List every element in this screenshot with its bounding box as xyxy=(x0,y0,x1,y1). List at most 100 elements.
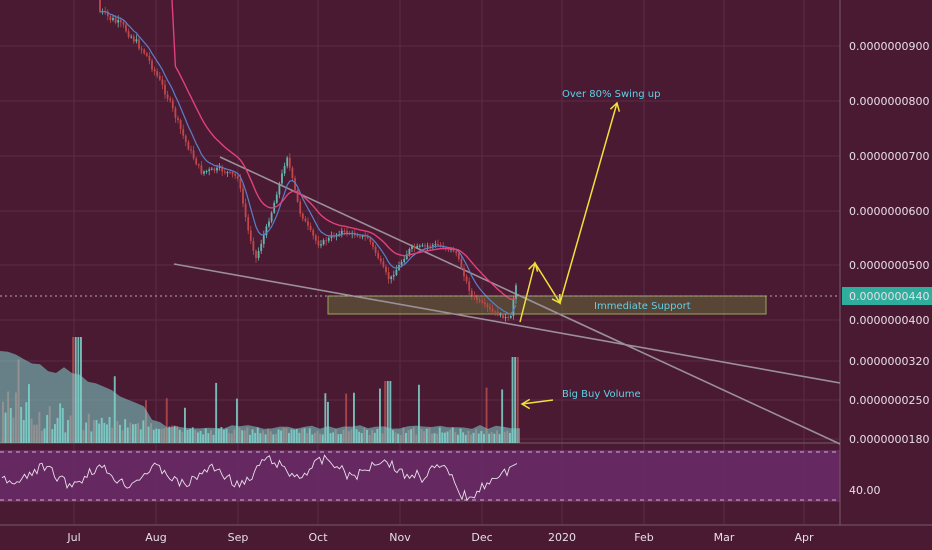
rsi-axis-label: 40.00 xyxy=(849,484,881,497)
candle-body-31 xyxy=(179,119,182,130)
candle-body-0 xyxy=(99,0,101,12)
candle-body-32 xyxy=(182,129,185,136)
candle-body-9 xyxy=(122,22,125,25)
trendline-lower xyxy=(173,263,841,384)
price-tick-label-3: 0.0000000600 xyxy=(849,205,929,218)
candle-body-4 xyxy=(109,16,112,21)
candle-body-123 xyxy=(418,245,421,247)
candle-body-129 xyxy=(434,244,437,246)
candle-body-87 xyxy=(325,240,328,242)
candle-body-8 xyxy=(119,20,122,23)
annotation-volume: Big Buy Volume xyxy=(562,389,641,400)
candle-body-111 xyxy=(387,272,390,280)
candle-body-140 xyxy=(463,268,465,277)
candle-body-58 xyxy=(249,230,252,241)
candle-body-19 xyxy=(148,55,151,61)
candle-body-48 xyxy=(223,171,226,173)
candle-body-46 xyxy=(218,167,221,169)
volume-bar-186 xyxy=(485,387,488,443)
price-tick-label-2: 0.0000000700 xyxy=(849,150,929,163)
price-tick-label-0: 0.0000000900 xyxy=(849,40,929,53)
candle-body-43 xyxy=(210,168,213,170)
candle-body-56 xyxy=(244,203,247,217)
candle-body-147 xyxy=(481,300,484,303)
candle-body-110 xyxy=(385,266,387,273)
volume-bar-82 xyxy=(215,382,218,443)
candle-body-126 xyxy=(426,245,429,247)
current-price-badge: 0.0000000440 xyxy=(842,287,932,305)
grid-lines xyxy=(0,0,840,525)
candle-body-148 xyxy=(483,302,486,305)
candle-body-27 xyxy=(169,98,172,101)
volume-bar-148 xyxy=(386,381,389,443)
candle-body-159 xyxy=(512,299,515,316)
price-tick-label-7: 0.0000000250 xyxy=(849,394,929,407)
candle-body-152 xyxy=(494,311,497,313)
candle-body-117 xyxy=(403,259,406,263)
candle-body-127 xyxy=(429,245,432,247)
candle-body-100 xyxy=(359,236,361,238)
candle-body-154 xyxy=(499,313,502,316)
time-tick-label-2: Sep xyxy=(228,531,249,544)
volume-bar-145 xyxy=(379,388,381,443)
candle-body-13 xyxy=(132,36,135,42)
support-zone[interactable] xyxy=(327,295,767,315)
candle-body-108 xyxy=(379,258,382,262)
candle-body-124 xyxy=(421,245,424,247)
candle-body-45 xyxy=(216,167,218,171)
volume-bar-124 xyxy=(324,393,327,443)
candle-body-145 xyxy=(476,296,478,301)
candle-body-18 xyxy=(145,53,148,56)
candle-body-59 xyxy=(252,240,255,251)
rsi-band xyxy=(0,450,840,502)
candle-body-71 xyxy=(283,166,286,174)
arrow-head-3 xyxy=(609,101,621,112)
candle-body-68 xyxy=(275,194,278,203)
candle-body-74 xyxy=(291,167,294,179)
candle-body-83 xyxy=(314,235,317,241)
candle-body-14 xyxy=(135,39,138,42)
candle-body-44 xyxy=(213,168,216,171)
annotation-labels[interactable]: Over 80% Swing up Immediate Support Big Bu… xyxy=(562,89,691,400)
candle-body-104 xyxy=(369,238,372,243)
candle-body-7 xyxy=(117,20,120,23)
projection-arrows[interactable] xyxy=(519,101,621,410)
candle-body-90 xyxy=(333,236,335,238)
ma-slow-line xyxy=(171,0,517,300)
candle-body-33 xyxy=(184,135,187,142)
candle-body-121 xyxy=(413,246,416,248)
candle-body-122 xyxy=(416,245,419,248)
price-badge-background xyxy=(842,287,932,305)
candle-body-113 xyxy=(392,275,395,277)
candle-body-41 xyxy=(205,171,208,173)
volume-bar-192 xyxy=(501,389,504,443)
candle-body-135 xyxy=(450,249,452,251)
candle-body-143 xyxy=(470,290,473,296)
candle-body-153 xyxy=(496,311,499,316)
candle-body-34 xyxy=(187,141,190,150)
annotation-swing: Over 80% Swing up xyxy=(562,89,661,100)
candle-body-151 xyxy=(491,309,494,312)
price-badge-label: 0.0000000440 xyxy=(849,290,929,303)
candle-body-75 xyxy=(294,178,296,191)
candle-body-53 xyxy=(236,175,239,179)
candle-body-156 xyxy=(504,316,507,319)
candle-body-114 xyxy=(395,269,398,276)
candle-body-146 xyxy=(478,300,481,302)
candle-body-25 xyxy=(164,84,166,95)
candle-body-160 xyxy=(515,285,517,300)
trendlines[interactable] xyxy=(173,156,841,445)
candle-body-80 xyxy=(307,221,309,226)
candle-body-70 xyxy=(281,173,283,184)
candle-body-142 xyxy=(468,281,471,291)
candle-body-52 xyxy=(234,174,237,176)
time-axis-labels: Jul Aug Sep Oct Nov Dec 2020 Feb Mar Apr xyxy=(66,531,814,544)
candle-body-128 xyxy=(431,245,434,247)
candle-body-149 xyxy=(486,304,489,308)
candle-body-157 xyxy=(507,316,510,318)
candle-body-84 xyxy=(317,240,320,246)
candle-body-94 xyxy=(343,230,346,232)
volume-bar-132 xyxy=(345,393,348,443)
